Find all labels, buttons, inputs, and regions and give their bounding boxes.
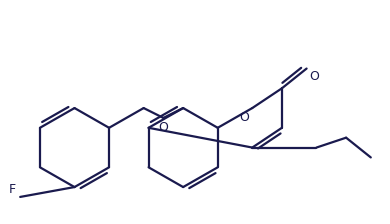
Text: O: O [310, 70, 319, 83]
Text: F: F [9, 183, 16, 196]
Text: O: O [239, 111, 249, 124]
Text: O: O [158, 121, 168, 134]
